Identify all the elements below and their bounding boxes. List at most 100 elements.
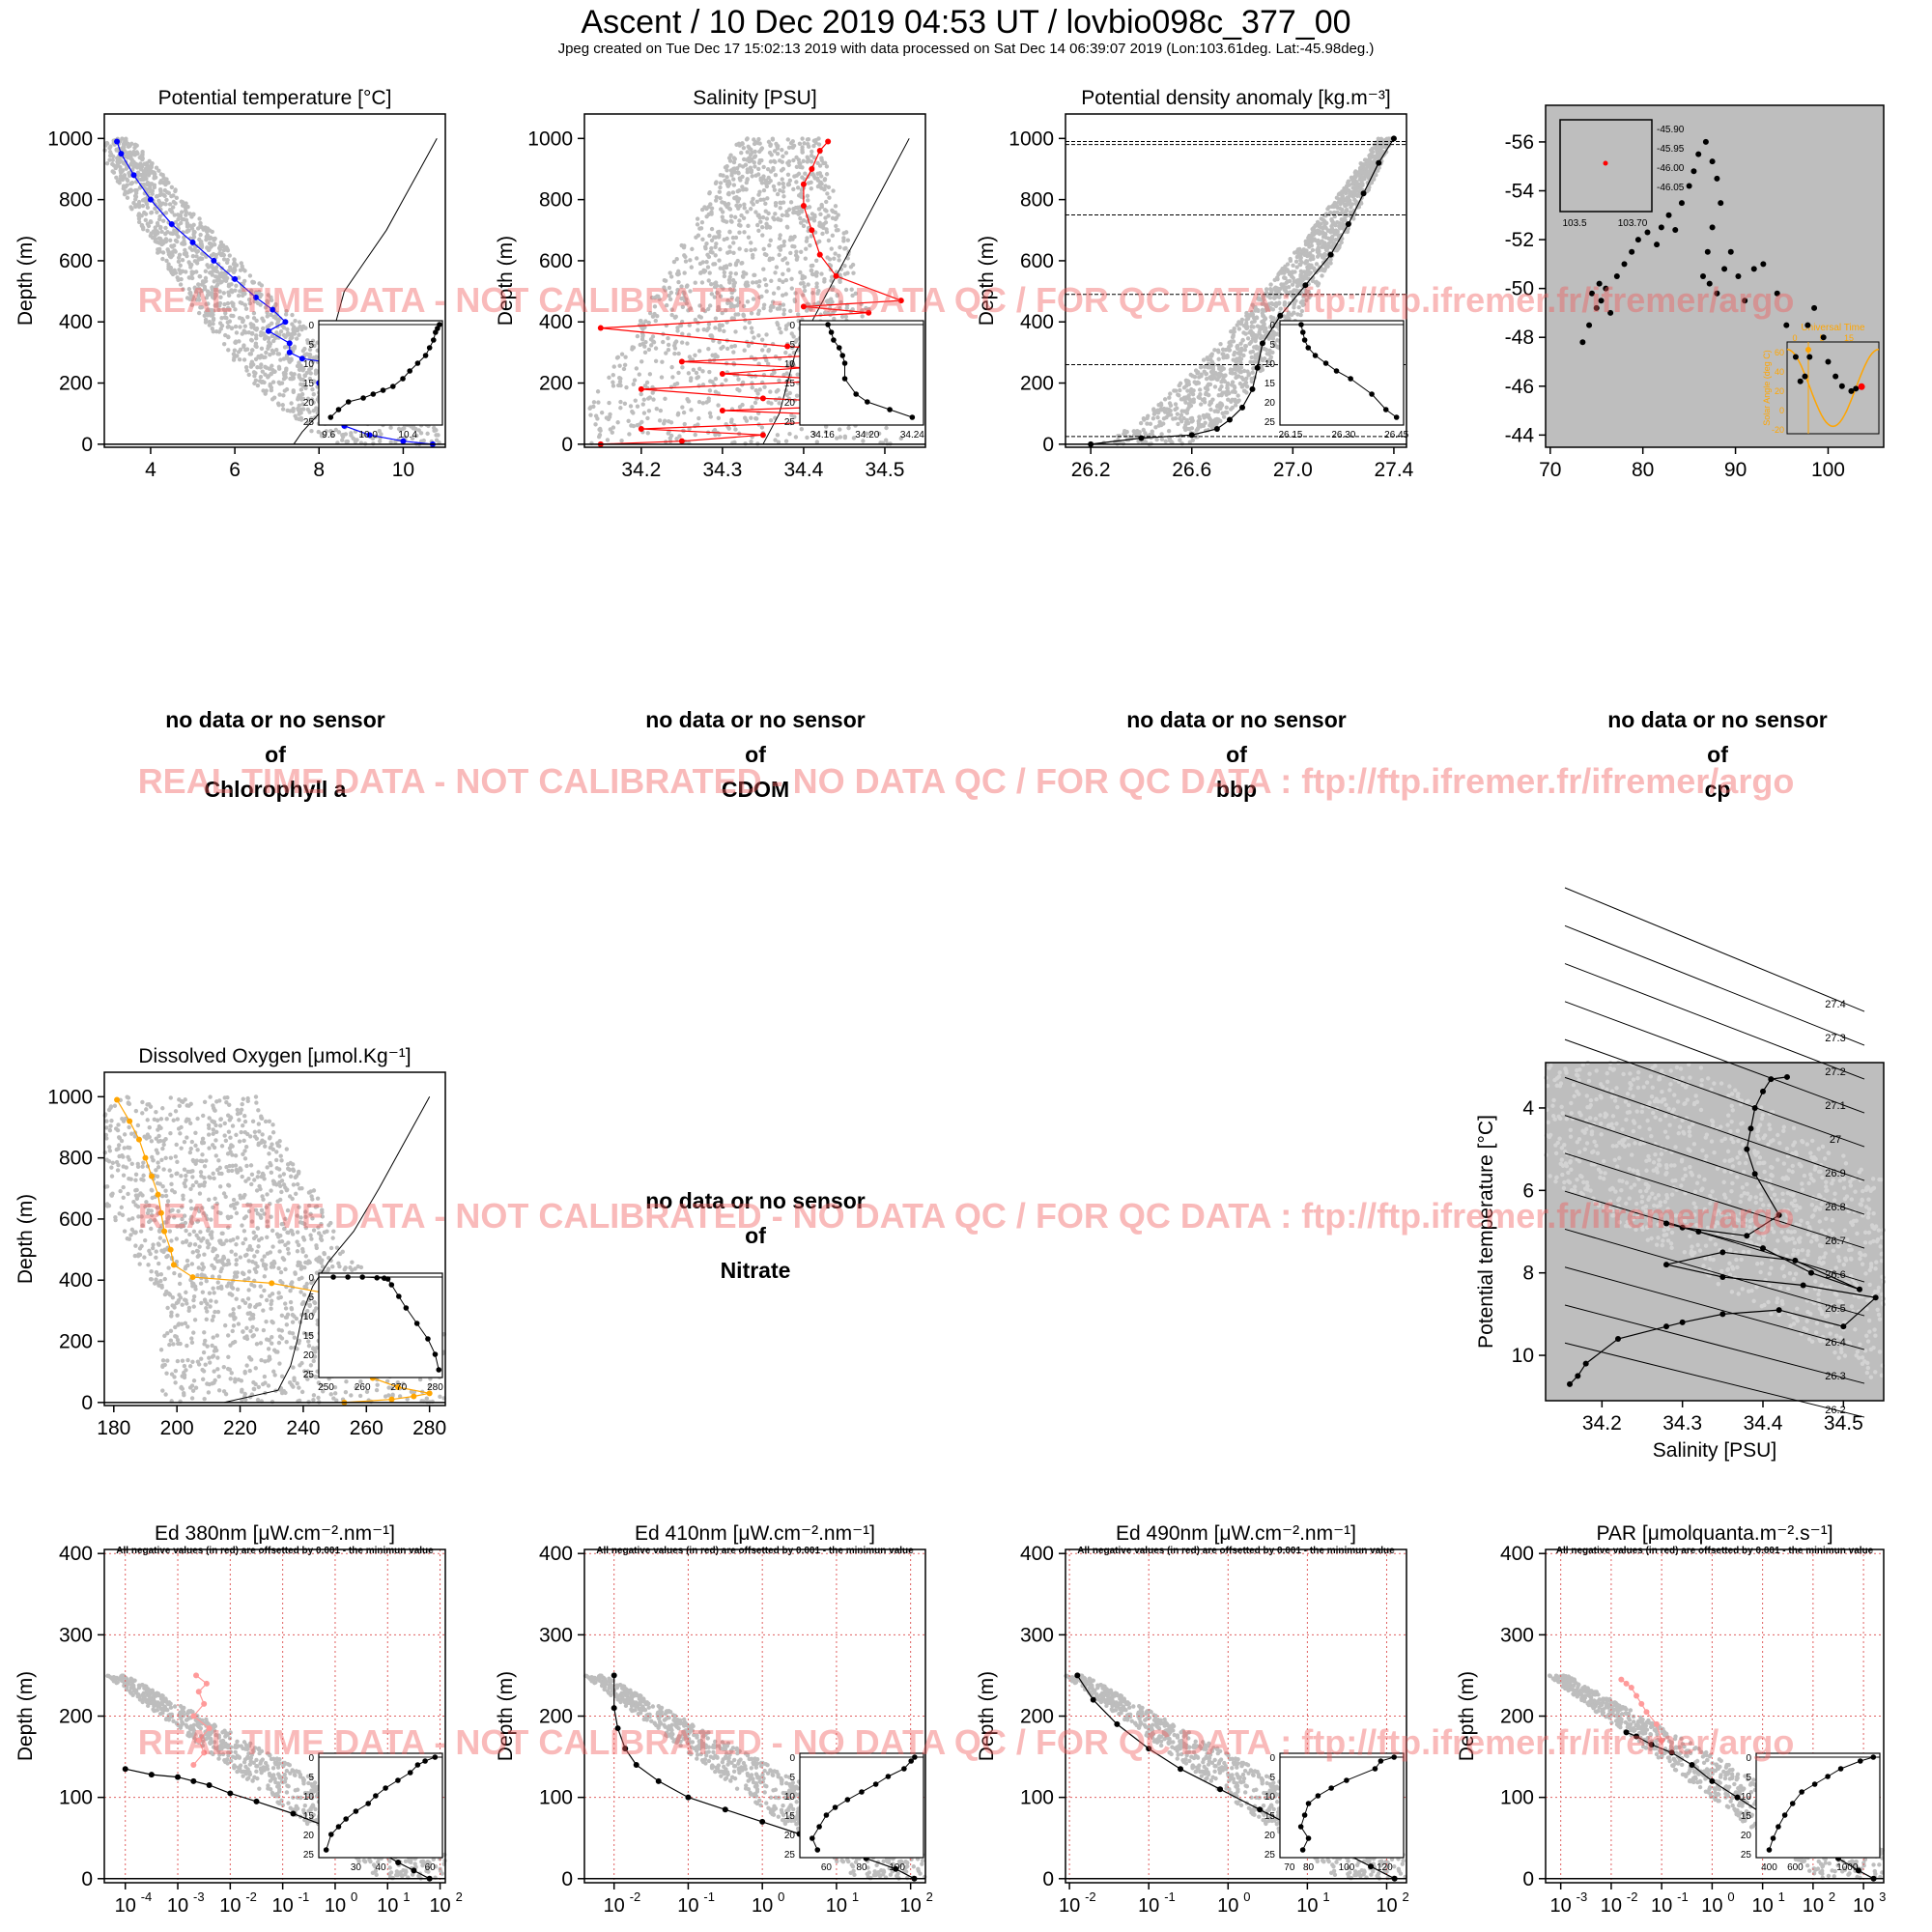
cloud-point: [108, 144, 113, 149]
cloud-point: [784, 209, 789, 214]
cloud-point: [1194, 382, 1199, 386]
cloud-point: [718, 181, 724, 185]
cloud-point: [750, 174, 754, 179]
cloud-point: [819, 157, 824, 162]
cloud-point: [836, 228, 840, 233]
cloud-point: [720, 323, 724, 327]
cloud-point: [242, 343, 246, 348]
cloud-point: [815, 291, 820, 296]
cloud-point: [166, 262, 171, 267]
cloud-point: [842, 264, 847, 269]
cloud-point: [190, 212, 196, 217]
cloud-point: [595, 389, 601, 394]
cloud-point: [843, 245, 848, 251]
cloud-point: [737, 405, 743, 410]
cloud-point: [169, 1238, 174, 1243]
cloud-point: [232, 257, 237, 262]
cloud-point: [702, 308, 708, 314]
cloud-point: [728, 419, 734, 425]
ytick-label: -48: [1505, 327, 1534, 349]
data-point-profile: [1138, 435, 1145, 441]
cloud-point: [277, 382, 283, 386]
data-point-profile: [1239, 404, 1246, 411]
cloud-point: [1299, 308, 1305, 314]
cloud-point: [784, 261, 790, 266]
cloud-point: [781, 194, 786, 199]
cloud-point: [1240, 377, 1246, 383]
cloud-point: [1195, 371, 1200, 376]
cloud-point: [187, 297, 192, 301]
data-point-track: [1714, 290, 1720, 297]
cloud-point: [1267, 295, 1273, 300]
cloud-point: [128, 187, 133, 192]
cloud-point: [213, 302, 218, 308]
cloud-point: [1155, 414, 1160, 420]
cloud-point: [160, 256, 165, 262]
inset-ytick: 10: [303, 359, 315, 370]
cloud-point: [1334, 195, 1340, 200]
cloud-point: [599, 410, 605, 415]
cloud-point: [158, 189, 163, 194]
cloud-point: [845, 238, 851, 242]
cloud-point: [120, 169, 125, 174]
cloud-point: [696, 415, 701, 421]
cloud-point: [160, 181, 166, 185]
cloud-point: [697, 226, 702, 231]
inset-point: [1382, 407, 1389, 412]
cloud-point: [125, 178, 130, 184]
cloud-point: [841, 239, 846, 243]
cloud-point: [205, 245, 210, 251]
inset-ytick: 5: [308, 340, 314, 351]
cloud-point: [819, 271, 824, 276]
cloud-point: [1304, 248, 1309, 253]
cloud-point: [761, 246, 766, 252]
cloud-point: [823, 215, 828, 220]
cloud-point: [733, 427, 738, 432]
cloud-point: [173, 270, 179, 275]
cloud-point: [641, 411, 647, 415]
cloud-point: [709, 238, 715, 243]
inset-xtick: 26.30: [1331, 430, 1355, 440]
data-point-track: [1797, 378, 1804, 384]
cloud-point: [248, 322, 253, 327]
cloud-point: [259, 380, 265, 385]
cloud-point: [293, 318, 298, 324]
cloud-point: [434, 438, 440, 442]
cloud-point: [1197, 387, 1203, 392]
cloud-point: [235, 354, 240, 358]
cloud-point: [301, 366, 306, 372]
cloud-point: [143, 217, 148, 223]
cloud-point: [735, 170, 741, 175]
cloud-point: [714, 242, 719, 246]
cloud-point: [680, 365, 685, 370]
cloud-point: [783, 213, 789, 217]
cloud-point: [796, 171, 802, 177]
cloud-point: [713, 326, 718, 330]
cloud-point: [696, 327, 700, 332]
cloud-point: [300, 377, 305, 383]
cloud-point: [664, 302, 669, 308]
cloud-point: [822, 208, 828, 213]
cloud-point: [716, 415, 722, 421]
cloud-point: [1240, 338, 1245, 343]
cloud-point: [826, 213, 831, 218]
data-point-profile: [118, 151, 125, 157]
cloud-point: [745, 150, 750, 155]
cloud-point: [274, 347, 279, 353]
cloud-point: [178, 263, 183, 269]
cloud-point: [662, 285, 667, 290]
page-subtitle: Jpeg created on Tue Dec 17 15:02:13 2019…: [557, 41, 1375, 57]
cloud-point: [825, 255, 830, 260]
cloud-point: [756, 308, 762, 314]
cloud-point: [731, 241, 736, 245]
cloud-point: [143, 1204, 148, 1209]
cloud-point: [835, 436, 839, 440]
ytick-label: -56: [1505, 131, 1534, 154]
cloud-point: [809, 264, 814, 269]
cloud-point: [801, 195, 806, 200]
cloud-point: [727, 207, 733, 212]
cloud-point: [1367, 153, 1372, 158]
cloud-point: [812, 214, 817, 219]
cloud-point: [302, 373, 308, 379]
